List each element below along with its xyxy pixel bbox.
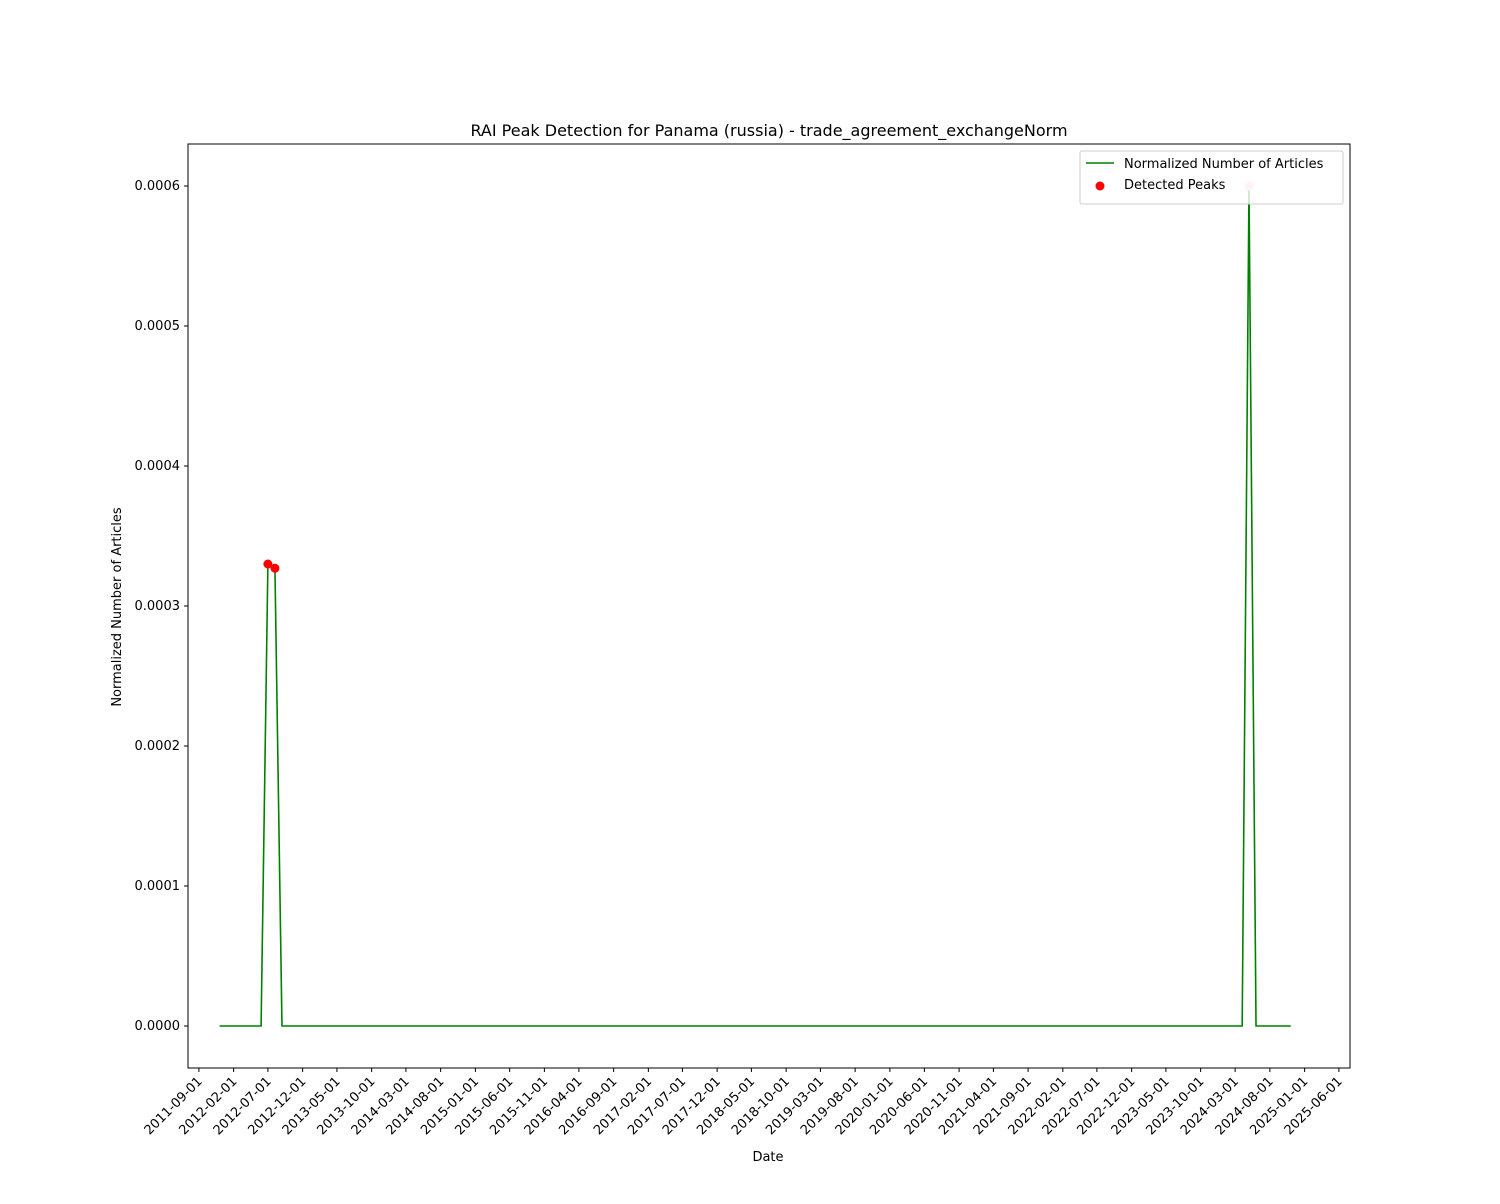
peak-marker — [263, 559, 273, 569]
legend-marker-swatch — [1095, 181, 1105, 191]
y-tick-label: 0.0004 — [135, 459, 181, 474]
y-tick-label: 0.0006 — [135, 179, 181, 194]
series-line-normalized-articles — [219, 185, 1291, 1027]
legend-entry-label: Normalized Number of Articles — [1124, 157, 1324, 172]
legend-box — [1079, 150, 1344, 205]
y-tick-label: 0.0003 — [135, 599, 181, 614]
y-tick-label: 0.0001 — [135, 879, 181, 894]
legend: Normalized Number of Articles Detected Pe… — [1079, 150, 1344, 205]
y-axis-label: Normalized Number of Articles — [110, 507, 125, 707]
peak-marker — [270, 563, 280, 573]
legend-entry-label: Detected Peaks — [1124, 178, 1226, 193]
y-tick-label: 0.0000 — [135, 1019, 181, 1034]
y-tick-label: 0.0005 — [135, 319, 181, 334]
y-tick-label: 0.0002 — [135, 739, 181, 754]
x-axis-label: Date — [752, 1150, 783, 1165]
chart-title: RAI Peak Detection for Panama (russia) -… — [470, 121, 1067, 141]
